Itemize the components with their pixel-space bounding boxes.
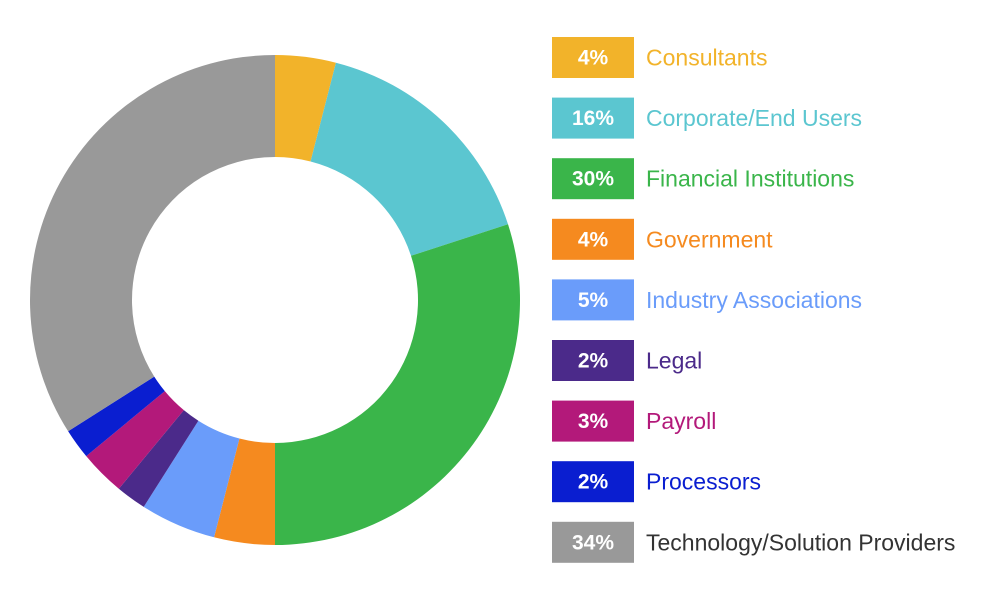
legend-label-technology-solution-providers: Technology/Solution Providers — [646, 529, 955, 555]
legend-item-payroll: 3% Payroll — [552, 400, 716, 442]
slice-payroll — [86, 391, 184, 489]
legend-value-industry-associations: 5% — [578, 289, 609, 312]
legend-item-technology-solution-providers: 34% Technology/Solution Providers — [552, 521, 955, 563]
legend-item-financial-institutions: 30% Financial Institutions — [552, 158, 854, 200]
legend-swatch-government — [552, 218, 634, 260]
slice-government — [214, 438, 275, 545]
legend-value-payroll: 3% — [578, 410, 609, 433]
legend-label-processors: Processors — [646, 469, 761, 495]
legend-swatch-processors — [552, 461, 634, 503]
legend-value-corporate-end-users: 16% — [572, 107, 614, 130]
legend-label-corporate-end-users: Corporate/End Users — [646, 105, 862, 131]
legend-value-processors: 2% — [578, 471, 609, 494]
legend-item-legal: 2% Legal — [552, 340, 702, 381]
legend-swatch-technology-solution-providers — [552, 521, 634, 563]
legend-value-financial-institutions: 30% — [572, 168, 614, 191]
legend-item-government: 4% Government — [552, 218, 773, 260]
legend-item-corporate-end-users: 16% Corporate/End Users — [552, 97, 862, 139]
slice-corporate-end-users — [310, 62, 509, 256]
legend-value-technology-solution-providers: 34% — [572, 531, 614, 554]
legend-swatch-legal — [552, 340, 634, 381]
legend-swatch-payroll — [552, 400, 634, 442]
legend-value-government: 4% — [578, 228, 609, 251]
legend-swatch-corporate-end-users — [552, 97, 634, 139]
legend-swatch-industry-associations — [552, 279, 634, 321]
legend-value-consultants: 4% — [578, 47, 609, 70]
legend-label-industry-associations: Industry Associations — [646, 287, 862, 313]
slice-legal — [118, 410, 199, 507]
slice-processors — [68, 376, 165, 457]
slice-technology-solution-providers — [29, 55, 276, 432]
legend-item-consultants: 4% Consultants — [552, 37, 767, 78]
legend-swatch-consultants — [552, 37, 634, 78]
slice-financial-institutions — [275, 224, 520, 545]
legend-label-consultants: Consultants — [646, 45, 767, 71]
legend: 4% Consultants 16% Corporate/End Users 30% Fi… — [552, 37, 955, 563]
legend-value-legal: 2% — [578, 350, 609, 373]
slice-consultants — [275, 55, 336, 162]
legend-label-legal: Legal — [646, 348, 702, 374]
legend-label-payroll: Payroll — [646, 408, 716, 434]
legend-label-government: Government — [646, 226, 773, 252]
legend-item-processors: 2% Processors — [552, 461, 761, 503]
donut-slices — [29, 55, 520, 545]
legend-swatch-financial-institutions — [552, 158, 634, 200]
legend-label-financial-institutions: Financial Institutions — [646, 166, 854, 192]
legend-item-industry-associations: 5% Industry Associations — [552, 279, 862, 321]
slice-industry-associations — [143, 420, 240, 538]
